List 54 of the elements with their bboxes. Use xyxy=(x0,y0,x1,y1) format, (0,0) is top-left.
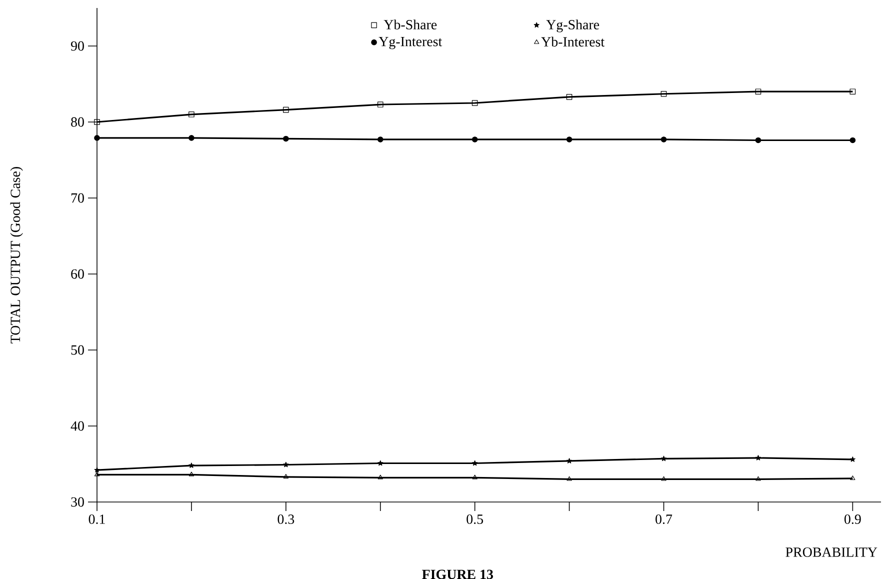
point xyxy=(377,136,384,142)
point xyxy=(283,462,289,468)
point xyxy=(472,474,478,480)
point xyxy=(850,88,856,94)
legend-label: Yb-Share xyxy=(384,20,437,30)
point xyxy=(188,462,194,468)
y-axis-title: TOTAL OUTPUT (Good Case) xyxy=(10,167,23,344)
legend-label: Yg-Interest xyxy=(378,37,442,50)
y-tick-label: 40 xyxy=(70,421,84,431)
point xyxy=(756,476,761,481)
point xyxy=(283,474,288,479)
point xyxy=(188,135,194,141)
point xyxy=(850,137,856,144)
point xyxy=(378,460,384,466)
y-tick-label: 30 xyxy=(71,497,84,507)
point xyxy=(850,456,856,462)
point xyxy=(283,136,289,142)
x-tick-label: 0.7 xyxy=(656,514,672,524)
legend-label: Yg-Share xyxy=(546,20,600,32)
point xyxy=(377,102,384,108)
caption: FIGURE 13 xyxy=(422,570,494,579)
y-tick-label: 80 xyxy=(71,117,84,127)
point xyxy=(472,100,478,106)
point xyxy=(755,455,761,460)
point xyxy=(472,460,478,466)
point xyxy=(755,137,762,144)
y-tick-label: 60 xyxy=(71,269,84,279)
point xyxy=(850,476,856,480)
x-tick-label: 0.3 xyxy=(278,514,294,524)
x-tick-label: 0.5 xyxy=(466,514,484,524)
point xyxy=(660,90,667,97)
point xyxy=(283,106,289,113)
y-tick-label: 50 xyxy=(71,345,84,355)
point xyxy=(188,472,194,476)
point xyxy=(660,136,667,142)
point xyxy=(566,476,572,481)
point xyxy=(378,474,383,480)
y-tick-label: 90 xyxy=(70,41,84,51)
x-tick-label: 0.9 xyxy=(844,514,861,524)
point xyxy=(660,456,667,462)
point xyxy=(755,88,762,94)
point xyxy=(94,467,100,472)
point xyxy=(188,111,194,118)
y-tick-label: 70 xyxy=(71,193,84,203)
point xyxy=(661,476,666,481)
x-axis-title: PROBABILITY xyxy=(786,548,878,557)
point xyxy=(94,119,100,125)
legend-label: Yb-Interest xyxy=(541,36,605,47)
x-tick-label: 0.1 xyxy=(88,514,105,524)
point xyxy=(566,94,572,100)
point xyxy=(566,136,572,142)
point xyxy=(94,135,100,141)
point xyxy=(472,136,478,142)
point xyxy=(566,458,572,464)
